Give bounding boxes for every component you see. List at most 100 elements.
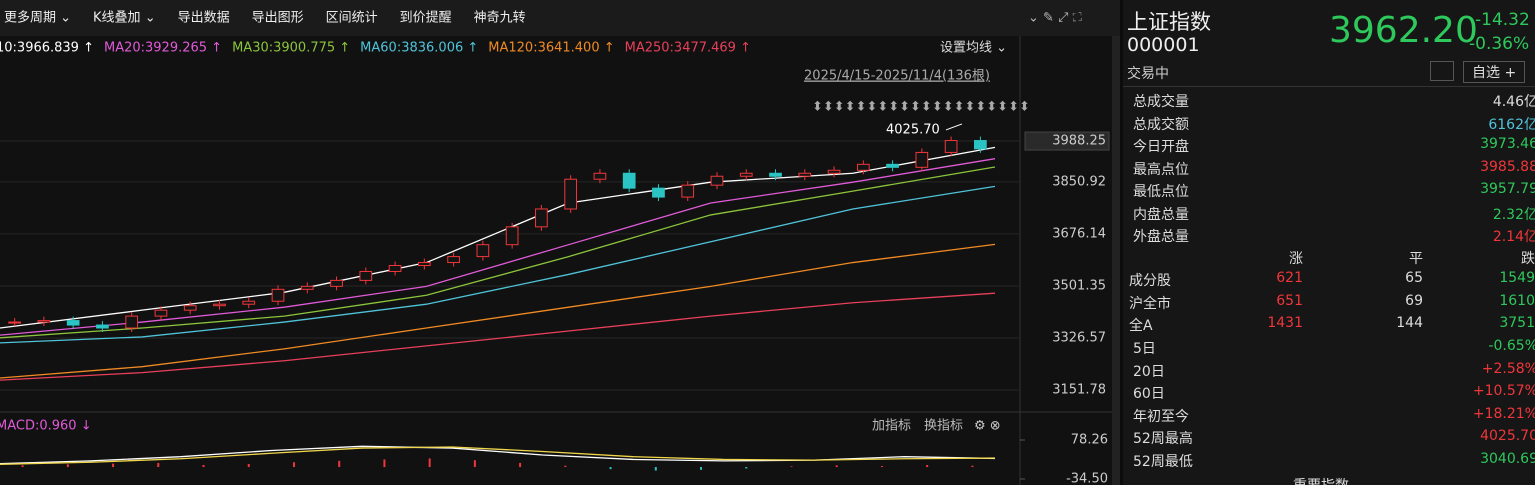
quote-change: -14.32 bbox=[1475, 10, 1530, 30]
chart: 设置均线 ⌄ 2025/4/15-2025/11/4(136根) ⬍⬍⬍⬍⬍⬍⬍… bbox=[0, 0, 1120, 485]
quote-panel: 上证指数 000001 交易中 3962.20 -14.32 -0.36% 自选 + 总成交量… bbox=[1120, 0, 1535, 485]
stat-label: 最低点位 bbox=[1133, 184, 1189, 200]
breadth-value: 144 bbox=[1396, 315, 1423, 331]
candle-body bbox=[66, 320, 80, 326]
divider bbox=[1123, 86, 1535, 87]
return-value: +2.58% bbox=[1481, 360, 1535, 377]
breadth-header: 涨 bbox=[1289, 251, 1303, 267]
breadth-label: 沪全市 bbox=[1129, 295, 1171, 312]
line bbox=[0, 146, 996, 329]
legend-entry: MA120:3641.400 ↑ bbox=[488, 41, 614, 56]
return-label: 年初至今 bbox=[1133, 408, 1189, 425]
y-tick-label: 3501.35 bbox=[1052, 278, 1106, 293]
y-tick-label: 3326.57 bbox=[1052, 330, 1106, 345]
breadth-label: 成分股 bbox=[1129, 273, 1171, 289]
stat-value: 2.14亿 bbox=[1492, 229, 1535, 245]
breadth-value: 65 bbox=[1405, 270, 1423, 286]
candle-body bbox=[739, 172, 753, 177]
candle-body bbox=[856, 163, 870, 171]
candle-body bbox=[622, 172, 636, 189]
toolbar-button[interactable]: 到价提醒 bbox=[400, 10, 452, 26]
quote-name: 上证指数 bbox=[1127, 10, 1211, 34]
legend-entry: MA250:3477.469 ↑ bbox=[625, 41, 751, 56]
breadth-header: 跌 bbox=[1521, 251, 1535, 267]
breadth-value: 1610 bbox=[1499, 292, 1535, 309]
marker-row: ⬍⬍⬍⬍⬍⬍⬍⬍⬍⬍⬍⬍⬍⬍⬍⬍⬍⬍⬍⬍ bbox=[812, 100, 1030, 115]
legend-entry: 10:3966.839 ↑ bbox=[0, 41, 94, 56]
toolbar-button[interactable]: 神奇九转 bbox=[474, 10, 526, 26]
line bbox=[0, 292, 996, 381]
candle-body bbox=[213, 303, 226, 307]
candle-body bbox=[330, 279, 343, 287]
quote-change-pct: -0.36% bbox=[1469, 34, 1530, 54]
candle-body bbox=[476, 244, 490, 258]
stat-label: 今日开盘 bbox=[1133, 139, 1189, 155]
breadth-label: 全A bbox=[1129, 318, 1153, 334]
candle-body bbox=[652, 187, 665, 198]
watch-button[interactable]: 自选 + bbox=[1463, 61, 1526, 83]
candle-body bbox=[564, 178, 578, 210]
breadth-value: 3751 bbox=[1499, 315, 1535, 331]
alert-button[interactable] bbox=[1430, 61, 1454, 81]
candle-body bbox=[154, 309, 168, 317]
return-label: 60日 bbox=[1133, 386, 1165, 402]
stat-value: 2.32亿 bbox=[1492, 206, 1535, 223]
indicator-title: MACD:0.960 ↓ bbox=[0, 419, 92, 434]
toolbar-bg bbox=[0, 0, 1120, 36]
return-value: 4025.70 bbox=[1480, 428, 1535, 444]
toolbar-button[interactable]: 更多周期 ⌄ bbox=[4, 10, 71, 26]
indicator-button[interactable]: 加指标 bbox=[872, 419, 911, 434]
y-tick-label: 3676.14 bbox=[1052, 226, 1106, 241]
candle-body bbox=[593, 172, 607, 180]
line bbox=[0, 446, 996, 465]
breadth-value: 621 bbox=[1276, 270, 1303, 286]
range-label: 2025/4/15-2025/11/4(136根) bbox=[804, 69, 990, 84]
breadth-value: 1431 bbox=[1267, 315, 1303, 331]
stat-value: 3985.88 bbox=[1480, 158, 1535, 175]
breadth-value: 69 bbox=[1405, 292, 1423, 309]
indicator-icons[interactable]: ⚙ ⊗ bbox=[974, 419, 1001, 434]
footer-tab: 重要指数 bbox=[1293, 475, 1349, 485]
stat-value: 3957.79 bbox=[1480, 181, 1535, 197]
toolbar-button[interactable]: 导出图形 bbox=[252, 11, 304, 26]
candle-body bbox=[505, 226, 519, 246]
toolbar-button[interactable]: 区间统计 bbox=[326, 11, 378, 26]
candle-body bbox=[125, 315, 139, 329]
annotation: 4025.70 bbox=[886, 122, 940, 137]
stat-label: 总成交额 bbox=[1133, 116, 1189, 133]
legend-entry: MA20:3929.265 ↑ bbox=[104, 41, 222, 56]
toolbar-button[interactable]: K线叠加 ⌄ bbox=[93, 11, 156, 26]
ma-settings[interactable]: 设置均线 ⌄ bbox=[940, 41, 1007, 56]
breadth-value: 1549 bbox=[1499, 270, 1535, 286]
candle-body bbox=[417, 262, 431, 267]
candle-body bbox=[183, 305, 197, 311]
scrollbar bbox=[1112, 36, 1120, 485]
quote-code: 000001 bbox=[1127, 34, 1200, 56]
candle-body bbox=[944, 140, 958, 153]
return-label: 52周最高 bbox=[1133, 431, 1193, 447]
indicator-button[interactable]: 换指标 bbox=[924, 419, 963, 434]
quote-price: 3962.20 bbox=[1329, 10, 1478, 51]
line bbox=[0, 166, 996, 339]
y-tick-label: 3850.92 bbox=[1052, 174, 1106, 189]
tick-highlight bbox=[1024, 131, 1110, 151]
return-value: 3040.69 bbox=[1480, 450, 1535, 467]
stat-label: 内盘总量 bbox=[1133, 206, 1189, 223]
candle-body bbox=[681, 184, 695, 198]
breadth-header: 平 bbox=[1409, 251, 1423, 267]
stat-label: 外盘总量 bbox=[1133, 229, 1189, 245]
candle-body bbox=[300, 285, 314, 290]
return-label: 20日 bbox=[1133, 363, 1165, 380]
y-tick-label: 78.26 bbox=[1071, 433, 1108, 448]
candle-body bbox=[37, 320, 51, 323]
toolbar-icons[interactable]: ⌄ ✎ ⤢ ⛶ bbox=[1028, 11, 1083, 26]
line bbox=[0, 243, 996, 379]
toolbar-button[interactable]: 导出数据 bbox=[178, 11, 230, 26]
candle-body bbox=[242, 300, 256, 305]
stat-value: 6162亿 bbox=[1488, 116, 1535, 133]
candle-body bbox=[271, 288, 285, 302]
candle-body bbox=[827, 169, 841, 174]
candle-body bbox=[359, 270, 373, 281]
y-tick-label: 3151.78 bbox=[1052, 382, 1106, 397]
return-value: +10.57% bbox=[1472, 383, 1535, 399]
